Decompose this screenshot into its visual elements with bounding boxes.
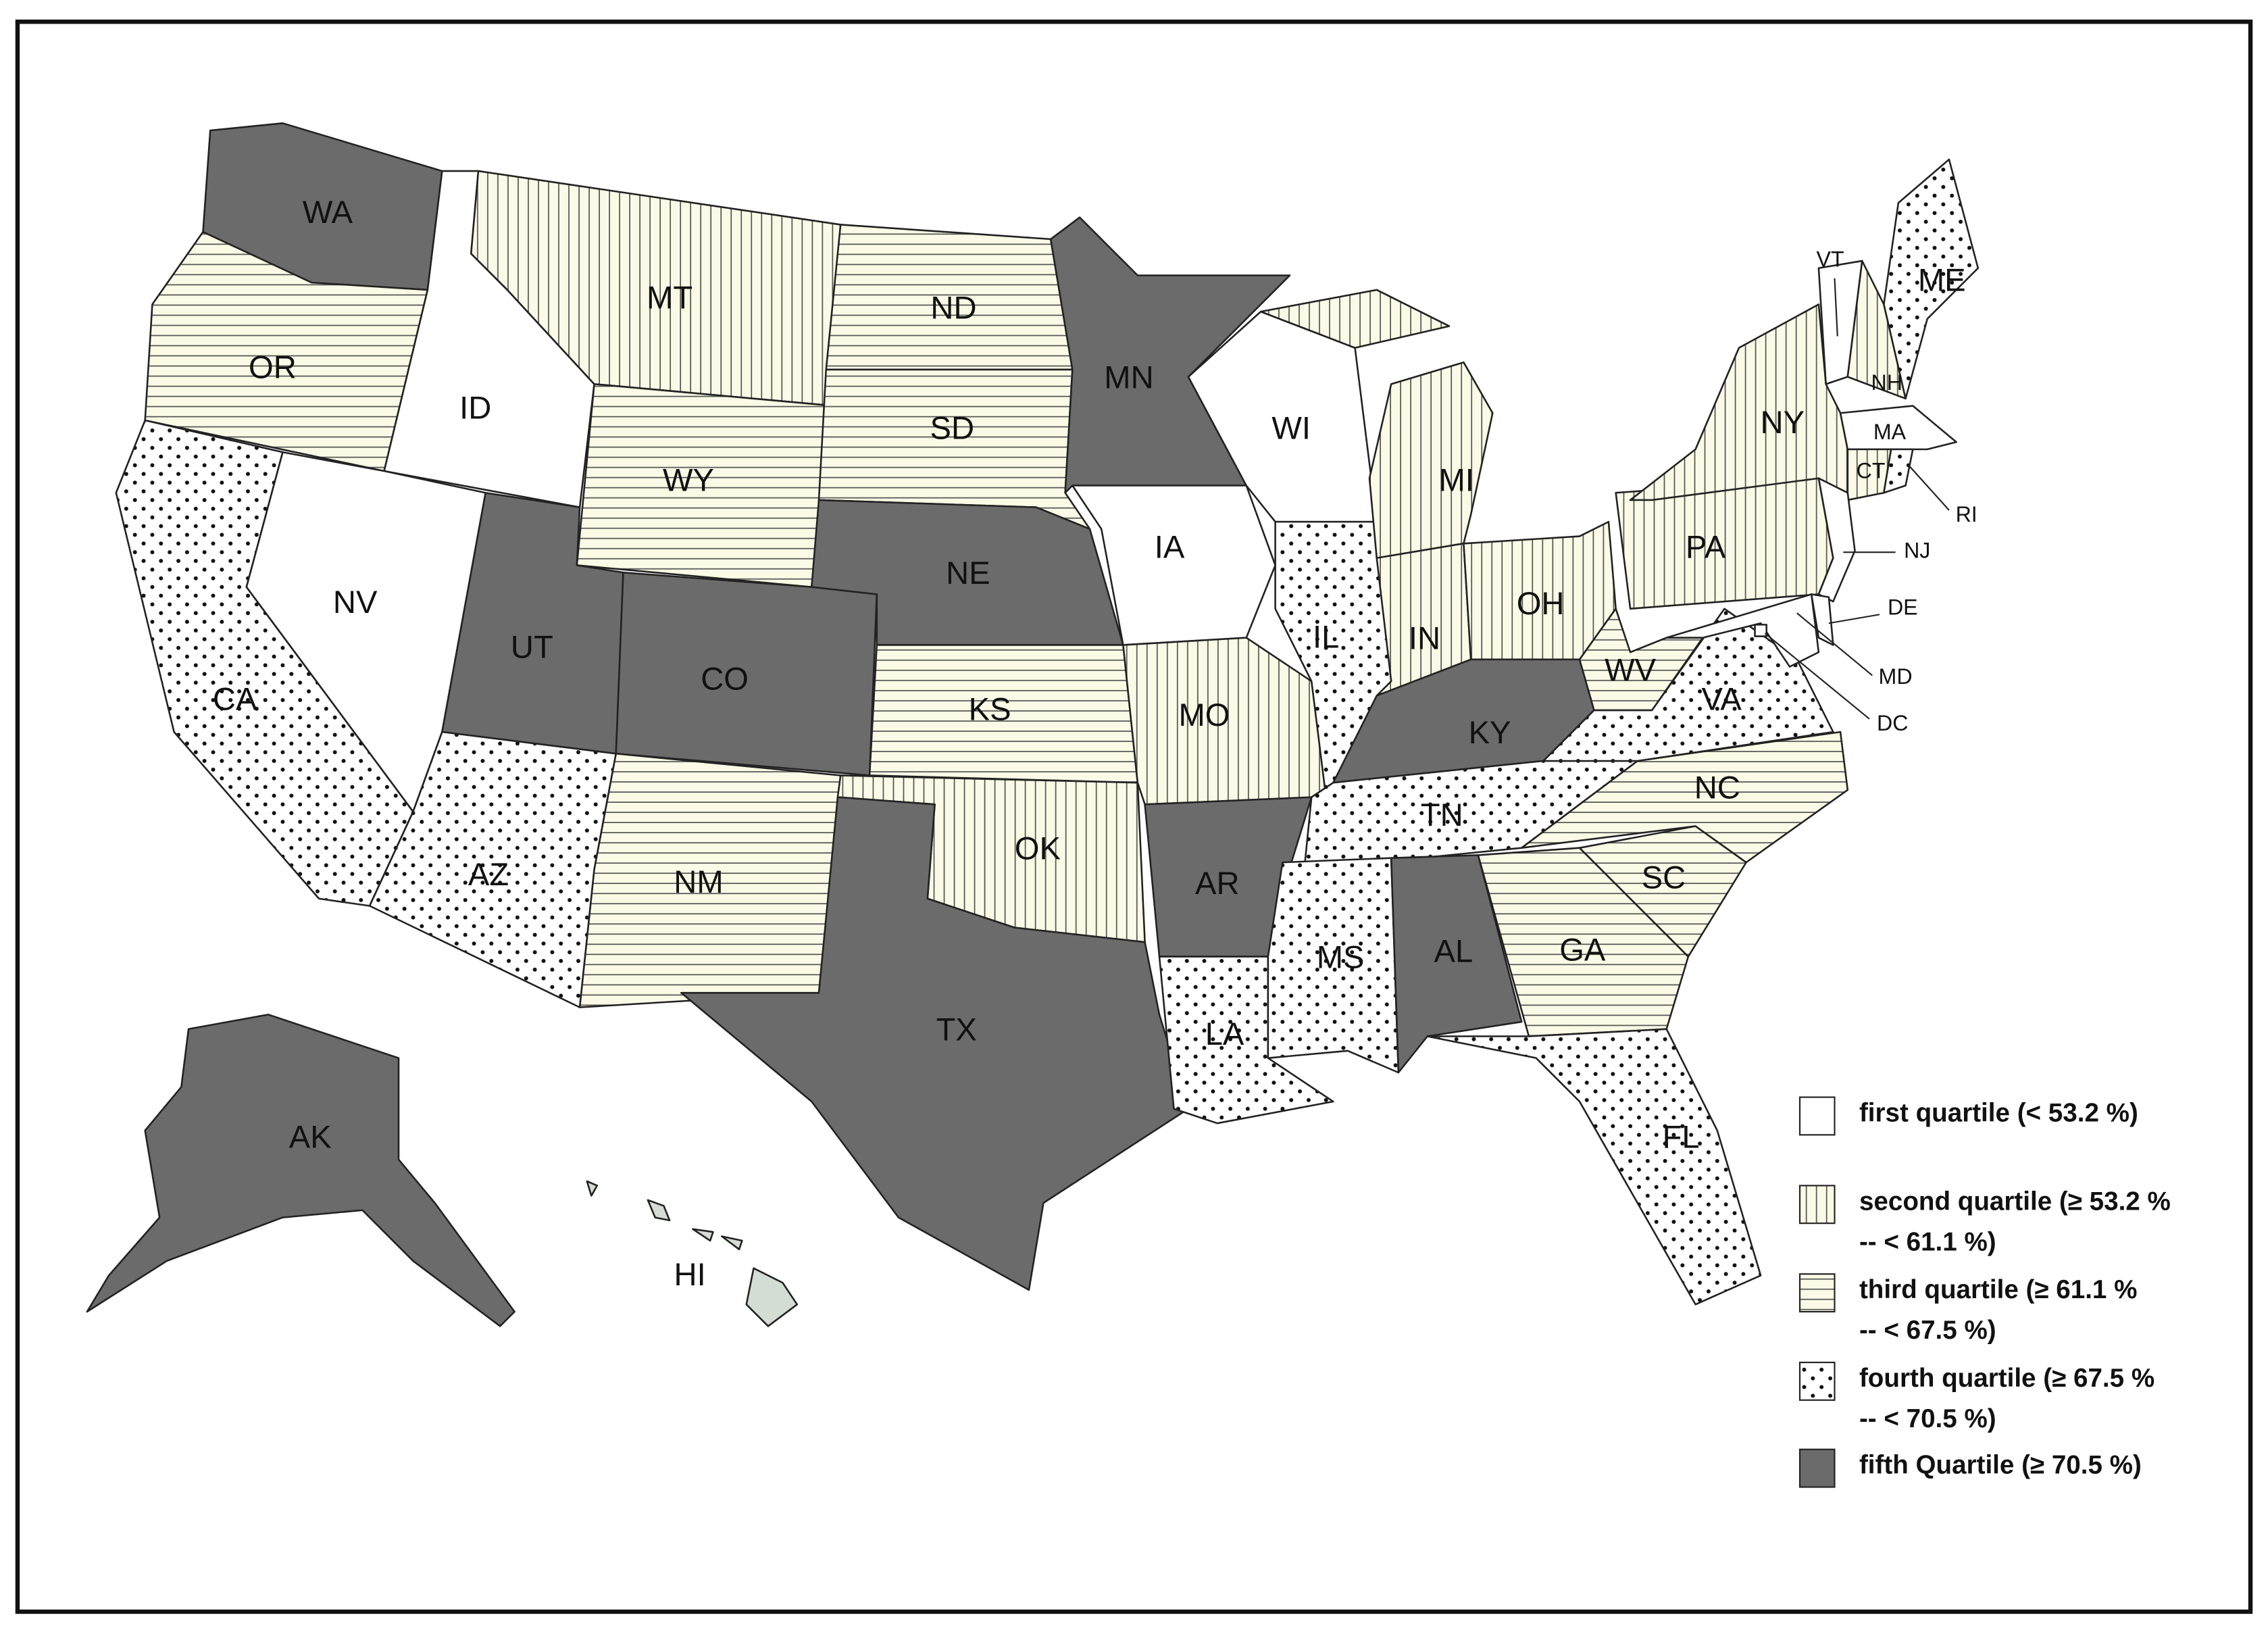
state-label: FL (1663, 1118, 1700, 1154)
legend-label: fifth Quartile (≥ 70.5 %) (1859, 1451, 2142, 1480)
legend-label: second quartile (≥ 53.2 % (1859, 1187, 2171, 1216)
legend-label: third quartile (≥ 61.1 % (1859, 1275, 2138, 1304)
state-shape (615, 571, 878, 776)
states (86, 122, 1980, 1327)
state-shape (1665, 593, 1820, 668)
state-label: TX (936, 1012, 977, 1047)
state-label: SD (930, 410, 975, 445)
state-shape (1817, 477, 1856, 603)
state-shape (1754, 624, 1767, 637)
state-label: SC (1642, 859, 1686, 895)
state-label: MS (1317, 939, 1365, 974)
state-label: IN (1409, 620, 1440, 656)
state-shape (1883, 158, 1980, 400)
state-label: NE (946, 555, 990, 591)
state-label: OK (1015, 830, 1061, 866)
legend-label: fourth quartile (≥ 67.5 % (1859, 1364, 2154, 1393)
state-label: AZ (468, 856, 509, 892)
state-label: CT (1857, 459, 1886, 483)
state-label: MI (1439, 462, 1474, 498)
state-label: AR (1195, 865, 1240, 901)
state-label: OH (1517, 585, 1565, 621)
state-label: MT (647, 279, 692, 315)
legend-swatch (1798, 1448, 1836, 1488)
legend-swatch (1798, 1273, 1836, 1313)
state-label: IL (1313, 618, 1339, 654)
state-label: AK (289, 1118, 332, 1154)
state-shape (1839, 405, 1957, 451)
state-label: WY (663, 462, 714, 498)
leader-line (1764, 633, 1870, 720)
state-label: WV (1605, 652, 1657, 688)
state-label: KY (1469, 714, 1511, 750)
state-labels: WA OR CA ID NV MT WY UT CO AZ NM ND SD NE KS OK TX MN IA MO… (213, 194, 1977, 1292)
legend: first quartile (< 53.2 %) second quartile… (1798, 1096, 2171, 1488)
state-label: CO (701, 661, 749, 697)
legend-swatch (1798, 1185, 1836, 1225)
legend-label: -- < 61.1 %) (1859, 1227, 1996, 1256)
leader-line (1796, 612, 1873, 676)
state-label: VA (1701, 681, 1742, 717)
state-label: NH (1871, 370, 1902, 395)
state-label: UT (511, 628, 553, 664)
state-shape (1578, 608, 1704, 712)
legend-swatch (1798, 1096, 1836, 1136)
state-label: HI (674, 1256, 706, 1292)
legend-swatch (1798, 1362, 1836, 1401)
state-label: GA (1559, 932, 1606, 968)
state-label: DC (1877, 711, 1908, 735)
state-label: ND (930, 289, 976, 325)
state-label: NM (674, 864, 723, 899)
state-label: MD (1879, 664, 1913, 689)
state-label: NY (1761, 404, 1805, 440)
state-label: WA (303, 194, 353, 230)
state-label: MA (1873, 420, 1907, 444)
state-shape (1883, 448, 1914, 494)
state-label: RI (1956, 502, 1977, 526)
state-shape (1390, 854, 1523, 1074)
leader-line (1834, 278, 1838, 337)
state-label: VT (1817, 247, 1844, 272)
state-label: WI (1271, 410, 1311, 445)
state-shape (680, 796, 1190, 1291)
state-shape (1426, 1028, 1762, 1306)
state-label: ME (1918, 262, 1966, 298)
state-label: TN (1421, 797, 1463, 833)
state-label: NC (1694, 769, 1740, 805)
state-shape (586, 1180, 799, 1327)
state-label: AL (1434, 933, 1473, 969)
legend-label: first quartile (< 53.2 %) (1859, 1099, 2138, 1128)
state-label: ID (459, 389, 491, 425)
state-shape (86, 1014, 515, 1327)
legend-label: -- < 70.5 %) (1859, 1404, 1996, 1433)
state-shape (1810, 593, 1834, 646)
state-label: MN (1104, 359, 1153, 395)
leader-line (1909, 466, 1950, 511)
state-label: DE (1888, 595, 1918, 619)
legend-label: -- < 67.5 %) (1859, 1316, 1996, 1345)
state-label: PA (1686, 528, 1726, 564)
state-label: LA (1205, 1016, 1244, 1052)
leader-line (1828, 614, 1880, 624)
state-label: CA (213, 681, 257, 717)
state-shape (1477, 847, 1690, 1037)
state-label: OR (249, 349, 297, 385)
state-label: IA (1155, 528, 1185, 564)
state-label: KS (969, 691, 1011, 727)
state-label: NV (333, 584, 378, 620)
state-shape (1259, 289, 1494, 560)
state-label: MO (1179, 697, 1230, 733)
state-label: NJ (1904, 539, 1930, 563)
